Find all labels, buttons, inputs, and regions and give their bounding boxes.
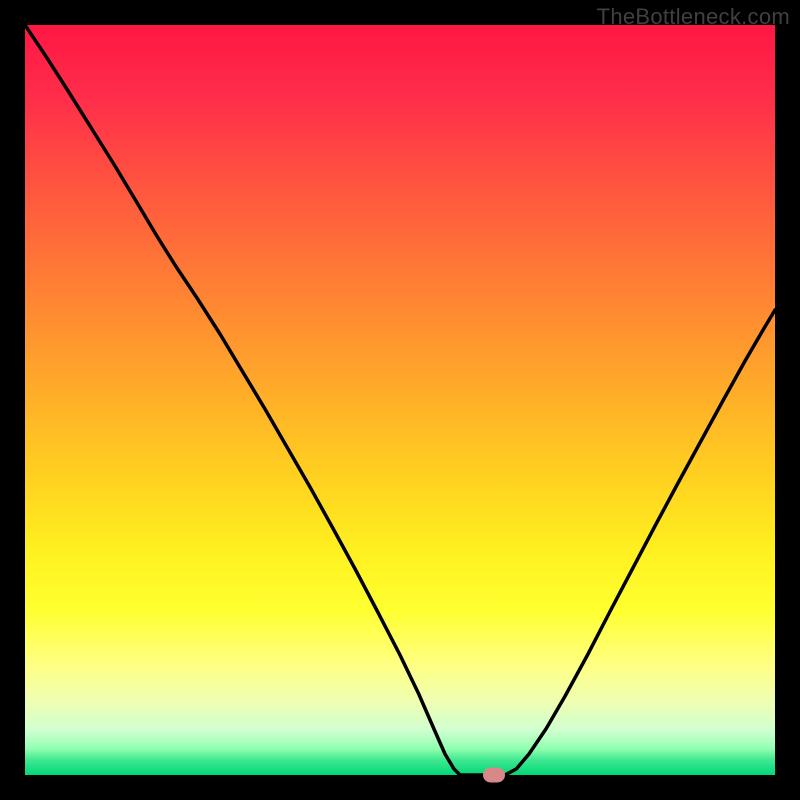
- plot-area: [25, 25, 775, 775]
- watermark-text: TheBottleneck.com: [597, 4, 790, 30]
- bottleneck-curve: [25, 25, 775, 775]
- optimal-point-marker: [483, 768, 505, 783]
